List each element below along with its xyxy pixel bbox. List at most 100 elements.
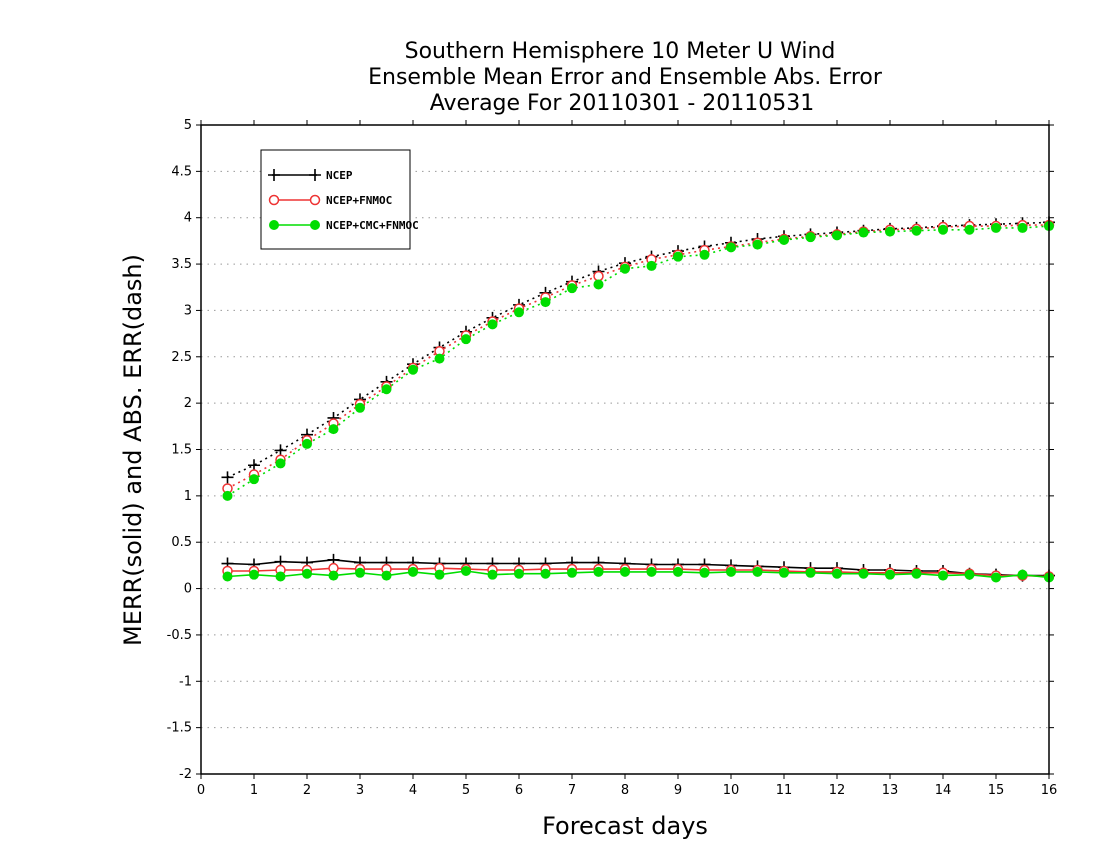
abs-error-line	[227, 221, 1050, 479]
abs-error-point	[964, 224, 975, 235]
y-tick-label: 3	[184, 303, 192, 318]
mean-error-point	[355, 567, 365, 578]
mean-error-point	[381, 570, 392, 581]
mean-error-point	[487, 569, 498, 580]
abs-error-point	[991, 222, 1001, 233]
mean-error-point	[620, 566, 630, 577]
series-2	[222, 221, 1054, 583]
abs-error-point	[779, 234, 789, 245]
abs-error-point	[646, 260, 657, 271]
y-tick-label: -1.5	[167, 721, 192, 736]
x-tick-label: 1	[250, 783, 258, 798]
x-tick-label: 9	[674, 783, 682, 798]
mean-error-point	[805, 567, 816, 578]
x-tick-label: 12	[829, 783, 846, 798]
mean-error-point	[567, 567, 577, 578]
mean-error-point	[858, 568, 869, 579]
legend-label: NCEP	[326, 169, 353, 182]
abs-error-point	[911, 225, 922, 236]
x-tick-label: 11	[776, 783, 793, 798]
legend: NCEP NCEP+FNMOC NCEP+CMC+FNMOC	[260, 149, 419, 250]
legend-marker	[269, 220, 279, 230]
mean-error-point	[302, 568, 312, 579]
abs-error-point	[593, 270, 604, 282]
chart-title-line-1: Southern Hemisphere 10 Meter U Wind	[405, 39, 836, 64]
legend-marker	[309, 194, 321, 206]
y-tick-label: 1	[184, 489, 192, 504]
abs-error-point	[752, 239, 763, 250]
mean-error-point	[222, 571, 233, 582]
abs-error-point	[620, 263, 630, 274]
x-tick-label: 2	[303, 783, 311, 798]
legend-marker	[268, 194, 280, 206]
abs-error-point	[858, 227, 869, 238]
abs-error-point	[540, 297, 551, 308]
y-tick-label: 0.5	[171, 535, 192, 550]
mean-error-point	[461, 565, 471, 576]
mean-error-point	[275, 571, 286, 582]
abs-error-point	[274, 444, 287, 457]
abs-error-point	[487, 319, 498, 330]
abs-error-point	[222, 490, 233, 501]
y-tick-label: 4	[184, 211, 192, 226]
legend-marker	[268, 169, 280, 181]
x-tick-label: 6	[515, 783, 523, 798]
mean-error-point	[673, 566, 683, 577]
y-tick-label: -2	[179, 767, 192, 782]
abs-error-point	[832, 230, 842, 241]
y-tick-label: 4.5	[171, 164, 192, 179]
abs-error-line	[227, 224, 1049, 490]
chart-title-line-2: Ensemble Mean Error and Ensemble Abs. Er…	[368, 65, 883, 90]
abs-error-point	[461, 334, 471, 345]
abs-error-point	[593, 279, 604, 290]
abs-error-point	[248, 459, 260, 472]
x-tick-label: 14	[935, 783, 952, 798]
x-tick-label: 0	[197, 783, 205, 798]
mean-error-point	[964, 569, 975, 580]
abs-error-line	[227, 225, 1050, 497]
grid	[201, 170, 1049, 729]
y-tick-label: 3.5	[171, 257, 192, 272]
abs-error-point	[938, 224, 948, 235]
y-tick-label: 2	[184, 396, 192, 411]
x-tick-label: 16	[1041, 783, 1058, 798]
legend-marker	[309, 169, 321, 181]
y-tick-label: 0	[184, 582, 192, 597]
abs-error-point	[673, 251, 683, 262]
abs-error-point	[514, 307, 524, 318]
mean-error-point	[434, 569, 445, 580]
x-tick-label: 5	[462, 783, 470, 798]
series-1	[222, 219, 1055, 582]
abs-error-point	[328, 424, 339, 435]
legend-label: NCEP+FNMOC	[326, 194, 392, 207]
abs-error-point	[885, 226, 895, 237]
mean-error-point	[593, 566, 604, 577]
y-tick-label: -0.5	[167, 628, 192, 643]
chart-title-line-3: Average For 20110301 - 20110531	[430, 91, 815, 116]
axis-ticks: -2-1.5-1-0.500.511.522.533.544.550 1 2 3 4 5 6…	[167, 118, 1058, 798]
mean-error-point	[646, 566, 657, 577]
mean-error-point	[938, 570, 948, 581]
plot-series	[221, 216, 1055, 583]
y-tick-label: 5	[184, 118, 192, 133]
x-tick-label: 7	[568, 783, 576, 798]
abs-error-point	[249, 474, 259, 485]
mean-error-point	[779, 567, 789, 578]
mean-error-point	[991, 572, 1001, 583]
y-tick-label: 1.5	[171, 443, 192, 458]
mean-error-point	[514, 568, 524, 579]
mean-error-point	[408, 566, 418, 577]
x-tick-label: 13	[882, 783, 899, 798]
y-tick-label: 2.5	[171, 350, 192, 365]
abs-error-point	[408, 364, 418, 375]
abs-error-point	[355, 402, 365, 413]
abs-error-point	[567, 283, 577, 294]
x-axis-label: Forecast days	[542, 812, 708, 840]
x-tick-label: 8	[621, 783, 629, 798]
mean-error-point	[328, 570, 339, 581]
mean-error-point	[249, 569, 259, 580]
y-axis-label: MERR(solid) and ABS. ERR(dash)	[119, 254, 147, 646]
abs-error-point	[221, 471, 234, 484]
x-tick-label: 4	[409, 783, 417, 798]
